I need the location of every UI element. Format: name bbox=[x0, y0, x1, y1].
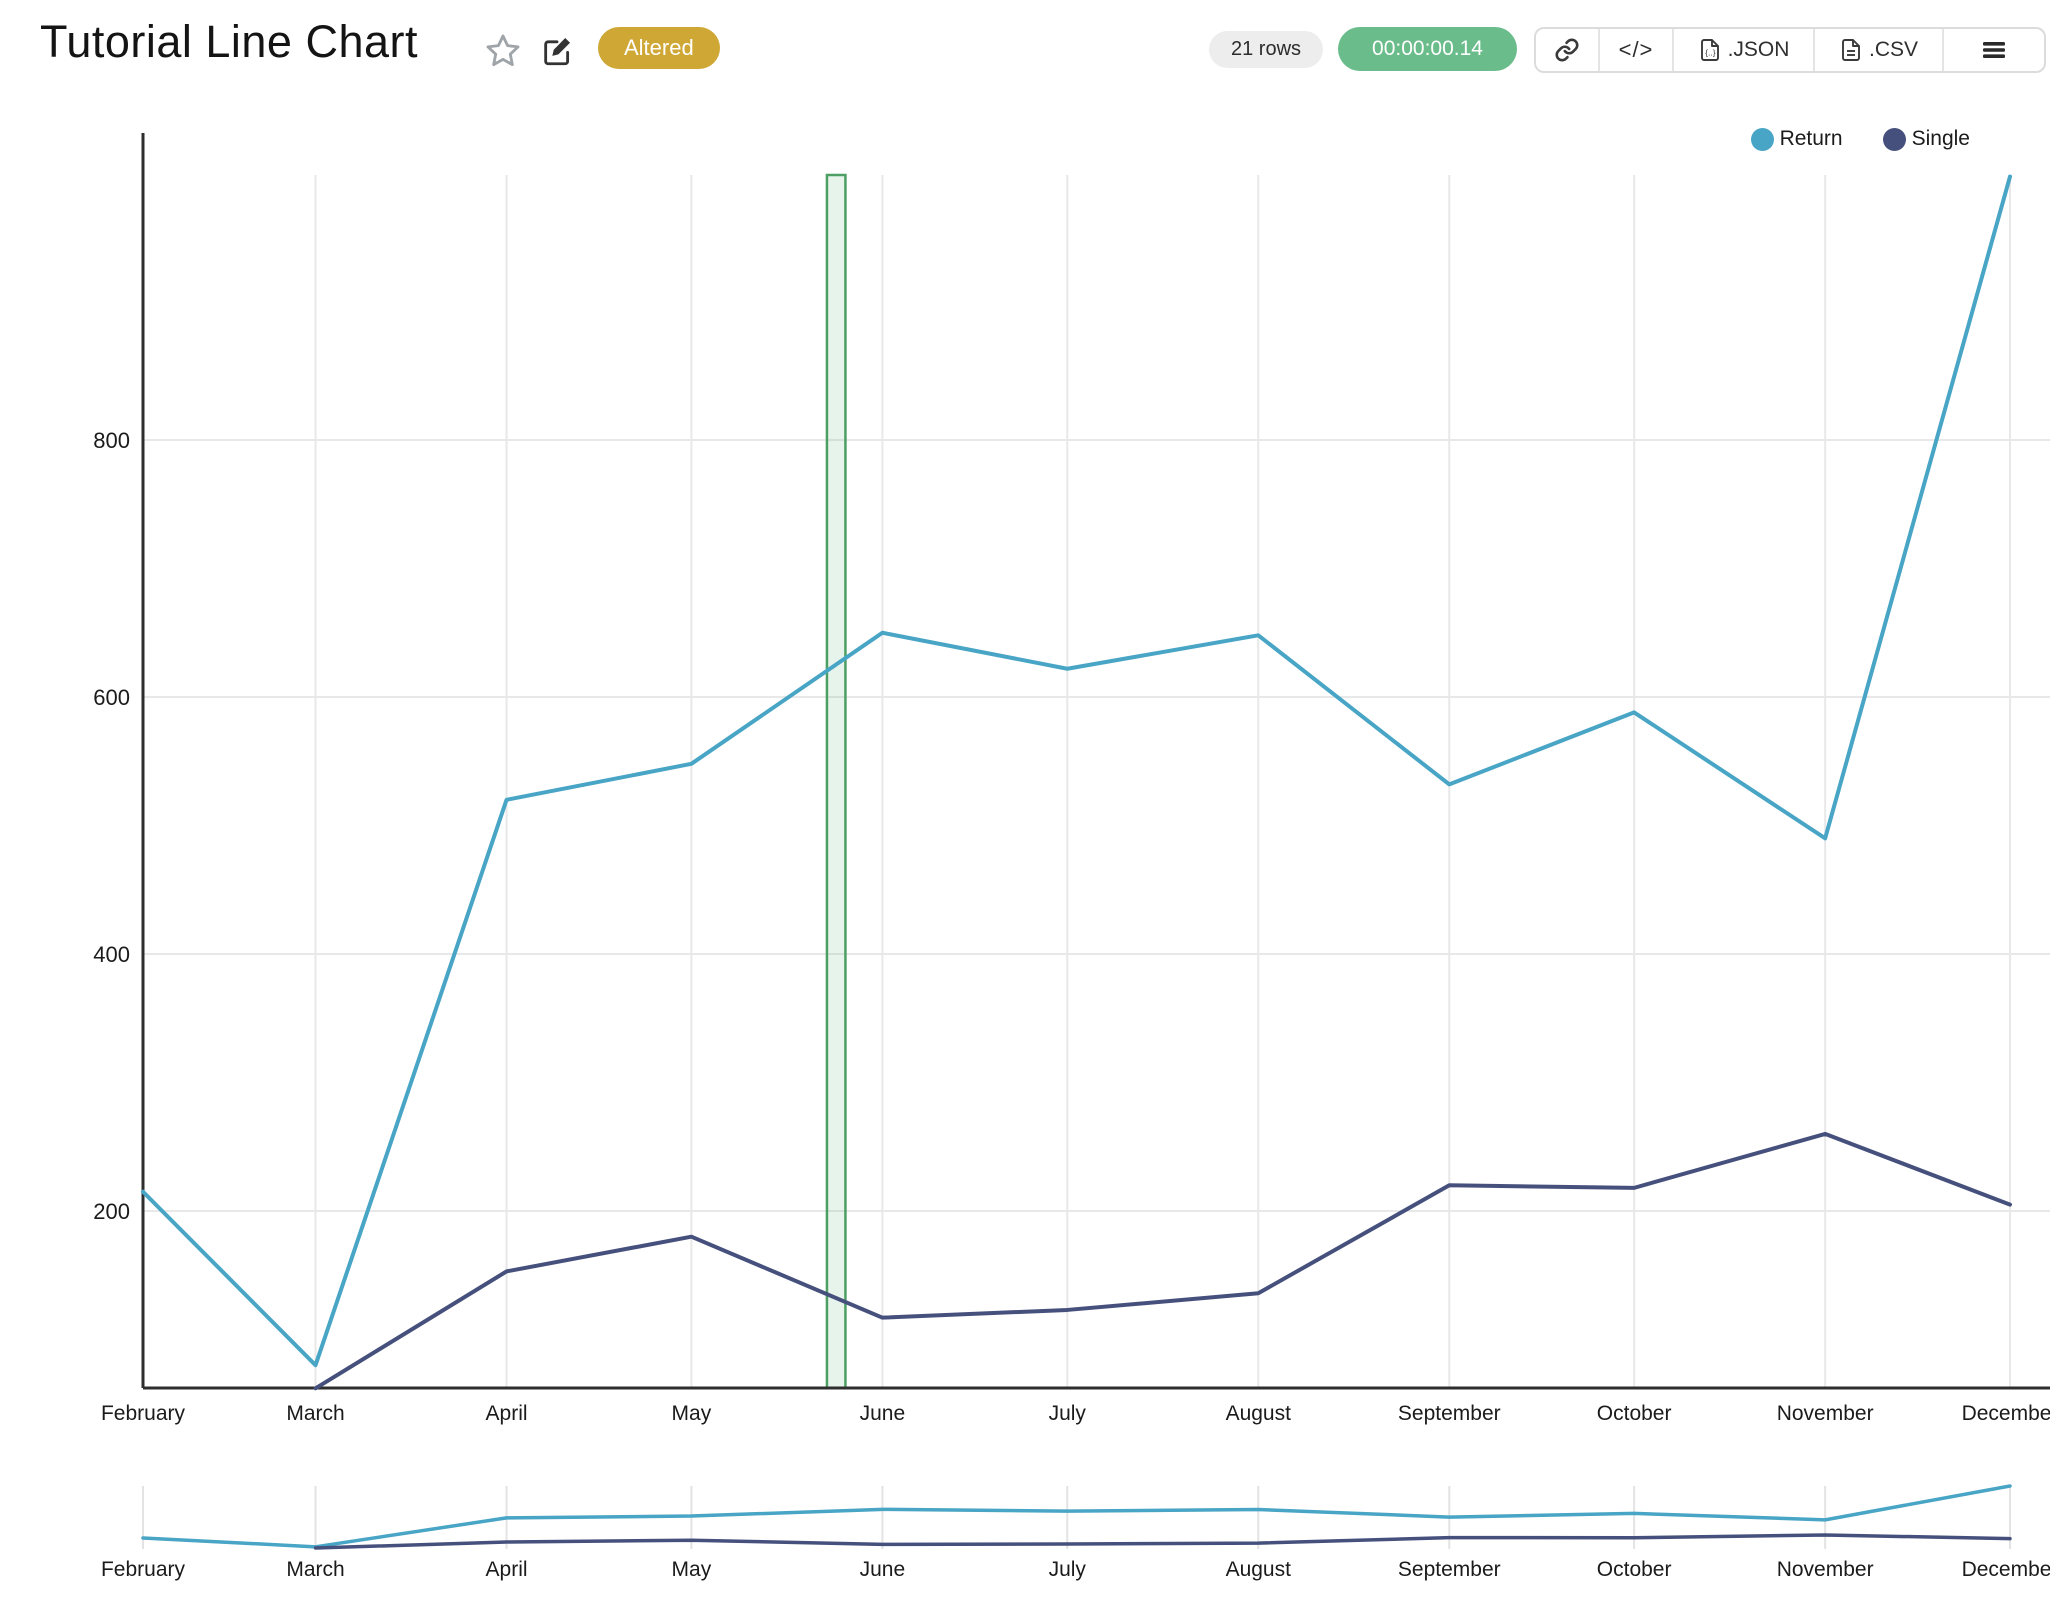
status-badge-label: Altered bbox=[624, 35, 694, 60]
annotation-band[interactable] bbox=[825, 173, 847, 1390]
x-axis-label: April bbox=[486, 1402, 528, 1425]
series-line-return bbox=[141, 174, 2012, 1368]
navigator-x-label: October bbox=[1597, 1558, 1672, 1581]
legend-dot-single bbox=[1882, 127, 1906, 151]
export-json-label: .JSON bbox=[1727, 38, 1790, 61]
status-badge: Altered bbox=[598, 27, 720, 69]
svg-text:{..}: {..} bbox=[1705, 48, 1716, 58]
hamburger-menu-icon bbox=[1983, 42, 2005, 58]
legend-item-single[interactable]: Single bbox=[1882, 127, 1970, 151]
row-count-badge: 21 rows bbox=[1209, 31, 1324, 68]
x-axis-label: July bbox=[1049, 1402, 1087, 1425]
export-csv-label: .CSV bbox=[1868, 38, 1918, 61]
json-file-icon: {..} bbox=[1700, 39, 1719, 61]
legend-item-return[interactable]: Return bbox=[1750, 127, 1843, 151]
query-timer-badge: 00:00:00.14 bbox=[1338, 27, 1517, 71]
navigator-x-label: June bbox=[860, 1558, 906, 1581]
csv-file-icon bbox=[1842, 39, 1860, 61]
navigator-x-label: December bbox=[1962, 1558, 2050, 1581]
query-timer-value: 00:00:00.14 bbox=[1372, 37, 1483, 60]
x-axis-label: November bbox=[1777, 1402, 1874, 1425]
legend-dot-return bbox=[1750, 127, 1774, 151]
series-line-single bbox=[313, 1131, 2012, 1391]
y-axis-label: 400 bbox=[93, 942, 130, 967]
link-icon bbox=[1555, 38, 1579, 62]
page-title: Tutorial Line Chart bbox=[40, 16, 419, 67]
view-code-button[interactable]: </> bbox=[1600, 29, 1674, 71]
row-count-label: 21 rows bbox=[1231, 38, 1302, 60]
legend-label: Single bbox=[1911, 127, 1970, 150]
chart-legend: Return Single bbox=[1750, 127, 1970, 151]
export-csv-button[interactable]: .CSV bbox=[1815, 29, 1944, 71]
share-link-button[interactable] bbox=[1536, 29, 1600, 71]
y-axis-label: 200 bbox=[93, 1199, 130, 1224]
legend-label: Return bbox=[1779, 127, 1843, 150]
navigator-x-label: August bbox=[1226, 1558, 1292, 1581]
navigator-x-label: April bbox=[486, 1558, 528, 1581]
code-icon: </> bbox=[1618, 37, 1654, 62]
y-axis-label: 800 bbox=[93, 428, 130, 453]
navigator-x-label: February bbox=[101, 1558, 186, 1581]
navigator-x-label: March bbox=[286, 1558, 344, 1581]
navigator-x-label: September bbox=[1398, 1558, 1501, 1581]
navigator-x-label: May bbox=[672, 1558, 712, 1581]
x-axis-label: September bbox=[1398, 1402, 1501, 1425]
y-axis-label: 600 bbox=[93, 685, 130, 710]
navigator-line-single[interactable] bbox=[313, 1533, 2012, 1550]
navigator-line-return[interactable] bbox=[141, 1484, 2012, 1549]
x-axis-label: June bbox=[860, 1402, 906, 1425]
export-toolbar: </> {..} .JSON .CSV bbox=[1534, 27, 2046, 73]
navigator-x-label: November bbox=[1777, 1558, 1874, 1581]
x-axis-label: March bbox=[286, 1402, 344, 1425]
export-json-button[interactable]: {..} .JSON bbox=[1674, 29, 1815, 71]
x-axis-label: December bbox=[1962, 1402, 2050, 1425]
star-icon[interactable] bbox=[484, 32, 522, 70]
x-axis-label: May bbox=[672, 1402, 712, 1425]
x-axis-label: October bbox=[1597, 1402, 1672, 1425]
x-axis-label: August bbox=[1226, 1402, 1292, 1425]
x-axis-label: February bbox=[101, 1402, 186, 1425]
navigator-x-label: July bbox=[1049, 1558, 1087, 1581]
edit-icon[interactable] bbox=[540, 34, 574, 68]
menu-button[interactable] bbox=[1944, 29, 2044, 71]
